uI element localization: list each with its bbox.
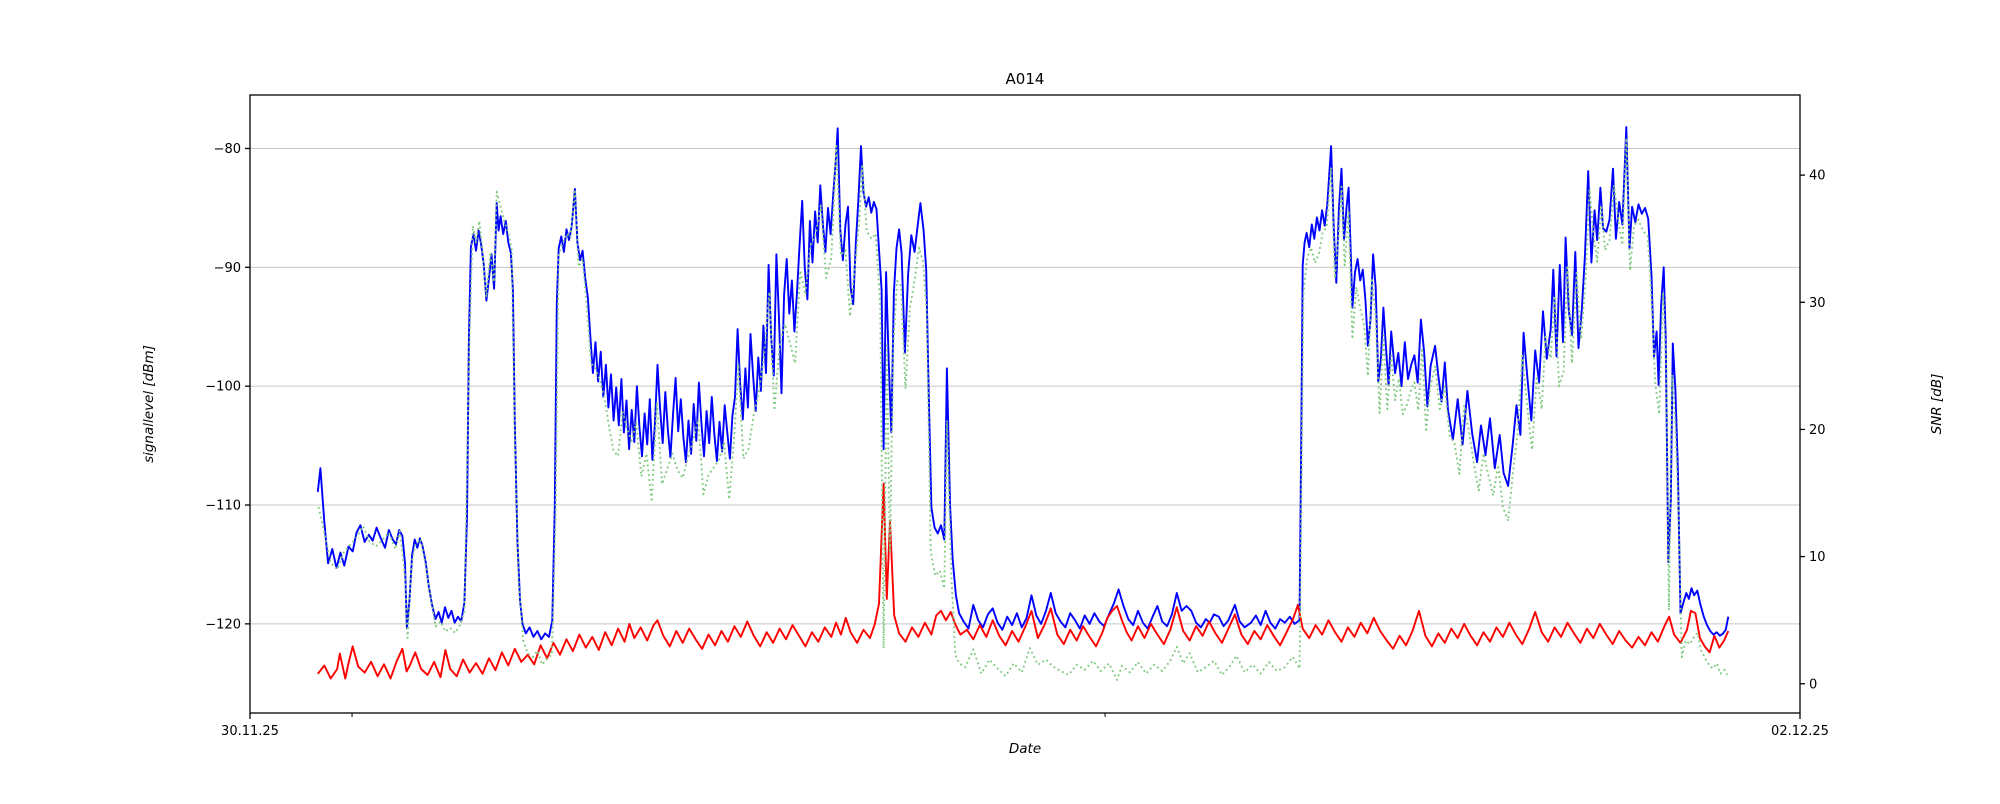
right-axis-label: SNR [dB] bbox=[1929, 373, 1945, 435]
right-tick-label: 0 bbox=[1809, 677, 1817, 692]
chart-title: A014 bbox=[1005, 70, 1045, 88]
right-tick-label: 10 bbox=[1809, 550, 1826, 565]
x-tick-label: 30.11.25 bbox=[221, 724, 279, 739]
x-tick-label: 02.12.25 bbox=[1771, 724, 1829, 739]
left-tick-label: −90 bbox=[214, 261, 241, 276]
signal-level-line bbox=[316, 126, 1730, 641]
left-tick-label: −80 bbox=[214, 142, 241, 157]
x-axis-label: Date bbox=[1008, 741, 1042, 757]
plot-frame bbox=[249, 94, 1801, 714]
right-tick-label: 40 bbox=[1809, 169, 1826, 184]
right-tick-label: 20 bbox=[1809, 423, 1826, 438]
left-tick-label: −100 bbox=[205, 380, 241, 395]
left-axis-label: signallevel [dBm] bbox=[141, 345, 157, 463]
snr-dotted-line bbox=[317, 137, 1728, 681]
noise-level-line bbox=[317, 482, 1730, 680]
left-tick-label: −120 bbox=[205, 617, 241, 632]
right-tick-label: 30 bbox=[1809, 296, 1826, 311]
left-tick-label: −110 bbox=[205, 499, 241, 514]
